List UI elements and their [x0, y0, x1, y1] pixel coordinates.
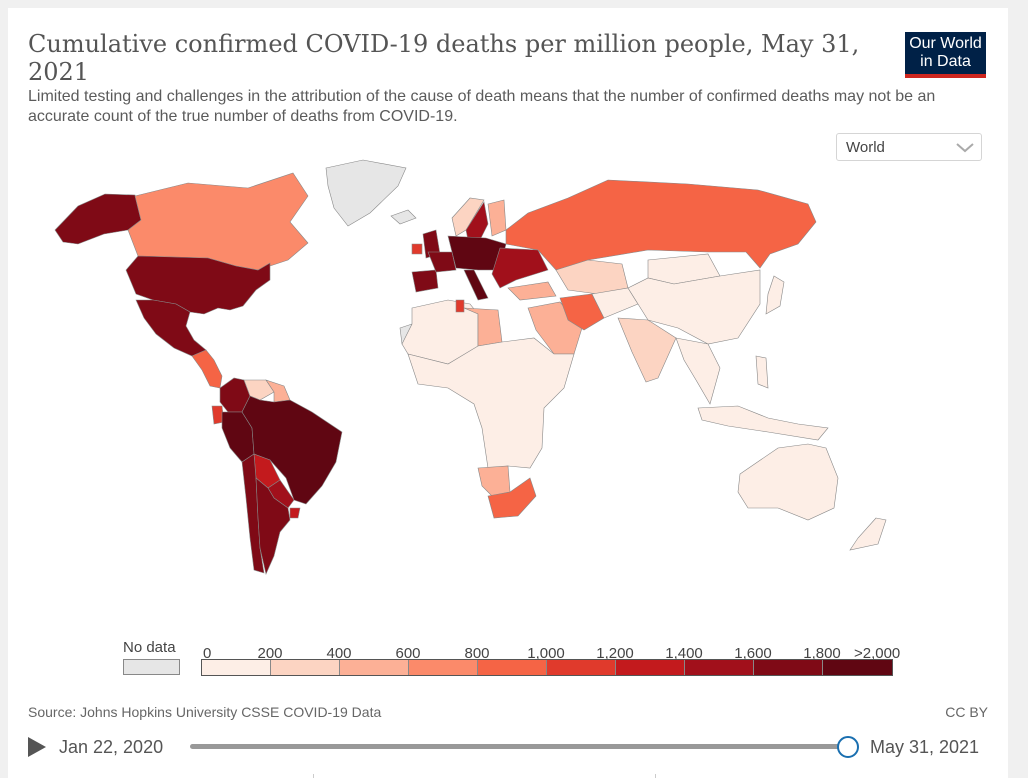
tab-strip: [8, 774, 1008, 778]
legend-bin[interactable]: [478, 660, 547, 675]
region-norway[interactable]: [451, 197, 485, 237]
region-china[interactable]: [627, 269, 761, 345]
region-new-zealand[interactable]: [849, 517, 887, 551]
region-selector[interactable]: World: [836, 133, 982, 161]
region-ireland[interactable]: [411, 243, 423, 255]
legend-bin[interactable]: [754, 660, 823, 675]
region-south-africa[interactable]: [487, 477, 537, 519]
legend-tick-label: 800: [464, 645, 490, 662]
legend-bin[interactable]: [547, 660, 616, 675]
legend-nodata-label: No data: [123, 639, 176, 656]
region-selector-value: World: [846, 139, 885, 156]
legend-tick-label: 1,200: [596, 645, 634, 662]
region-chile[interactable]: [241, 453, 265, 574]
legend-bin[interactable]: [202, 660, 271, 675]
region-spain[interactable]: [411, 269, 439, 293]
region-brazil[interactable]: [241, 395, 343, 505]
legend-tick-label: 1,800: [803, 645, 841, 662]
chart-subtitle: Limited testing and challenges in the at…: [28, 88, 936, 125]
region-central-europe[interactable]: [447, 235, 507, 271]
region-argentina[interactable]: [255, 477, 291, 575]
region-alaska[interactable]: [54, 193, 142, 245]
legend-ticks: 0 200 400 600 800 1,000 1,200 1,400 1,600 1,800 >2…: [201, 645, 900, 665]
region-italy[interactable]: [463, 269, 489, 301]
region-usa[interactable]: [125, 255, 271, 315]
region-uruguay[interactable]: [289, 507, 301, 519]
region-france[interactable]: [427, 251, 457, 273]
region-mexico[interactable]: [135, 299, 207, 357]
world-map[interactable]: [8, 8, 1008, 608]
legend-bin[interactable]: [685, 660, 754, 675]
legend-tick-label: 1,600: [734, 645, 772, 662]
region-finland[interactable]: [487, 199, 507, 237]
tab-divider: [313, 774, 315, 778]
region-tunisia[interactable]: [455, 299, 465, 313]
legend-tick-label: 1,000: [527, 645, 565, 662]
legend-tick-label: 400: [326, 645, 352, 662]
region-philippines[interactable]: [755, 355, 769, 389]
region-venezuela[interactable]: [243, 379, 275, 401]
tab-divider: [655, 774, 657, 778]
region-russia[interactable]: [505, 179, 817, 271]
owid-logo[interactable]: Our World in Data: [905, 32, 986, 76]
region-canada[interactable]: [127, 172, 309, 271]
region-subsaharan[interactable]: [407, 337, 575, 469]
region-ukraine-balkans[interactable]: [491, 247, 549, 289]
region-sea[interactable]: [675, 337, 721, 405]
region-namibia-botswana[interactable]: [477, 465, 511, 497]
legend-bin[interactable]: [340, 660, 409, 675]
region-greenland[interactable]: [325, 159, 407, 227]
legend-tick-label: 600: [395, 645, 421, 662]
timeline-end-date[interactable]: May 31, 2021: [870, 737, 980, 757]
timeline-track[interactable]: [190, 744, 848, 749]
region-india[interactable]: [617, 317, 677, 383]
source-note[interactable]: Source: Johns Hopkins University CSSE CO…: [28, 704, 382, 720]
region-indonesia[interactable]: [697, 405, 829, 441]
region-iceland[interactable]: [390, 209, 417, 225]
region-australia[interactable]: [737, 443, 839, 521]
timeline-start-date[interactable]: Jan 22, 2020: [59, 737, 164, 757]
region-central-america[interactable]: [191, 349, 223, 389]
legend-tick-label: >2,000: [853, 645, 901, 662]
legend-bin[interactable]: [409, 660, 478, 675]
timeline-handle[interactable]: [837, 736, 859, 758]
legend-tick-label: 200: [257, 645, 283, 662]
chevron-down-icon: [956, 143, 974, 153]
play-button[interactable]: [28, 737, 46, 757]
license-link[interactable]: CC BY: [945, 704, 988, 720]
legend-bin[interactable]: [616, 660, 685, 675]
legend-bin[interactable]: [271, 660, 340, 675]
legend-nodata-swatch[interactable]: [123, 659, 180, 675]
legend-tick-label: 1,400: [665, 645, 703, 662]
region-japan[interactable]: [765, 275, 785, 315]
chart-title: Cumulative confirmed COVID-19 deaths per…: [28, 30, 860, 86]
region-iran[interactable]: [559, 293, 605, 331]
logo-line-1: Our World: [909, 35, 982, 52]
region-turkey[interactable]: [507, 281, 557, 301]
logo-line-2: in Data: [920, 53, 971, 70]
legend-bin[interactable]: [823, 660, 892, 675]
legend-bins: [201, 659, 893, 676]
chart-card: Cumulative confirmed COVID-19 deaths per…: [8, 8, 1008, 778]
logo-accent-bar: [905, 74, 986, 78]
legend-tick-label: 0: [203, 645, 212, 662]
